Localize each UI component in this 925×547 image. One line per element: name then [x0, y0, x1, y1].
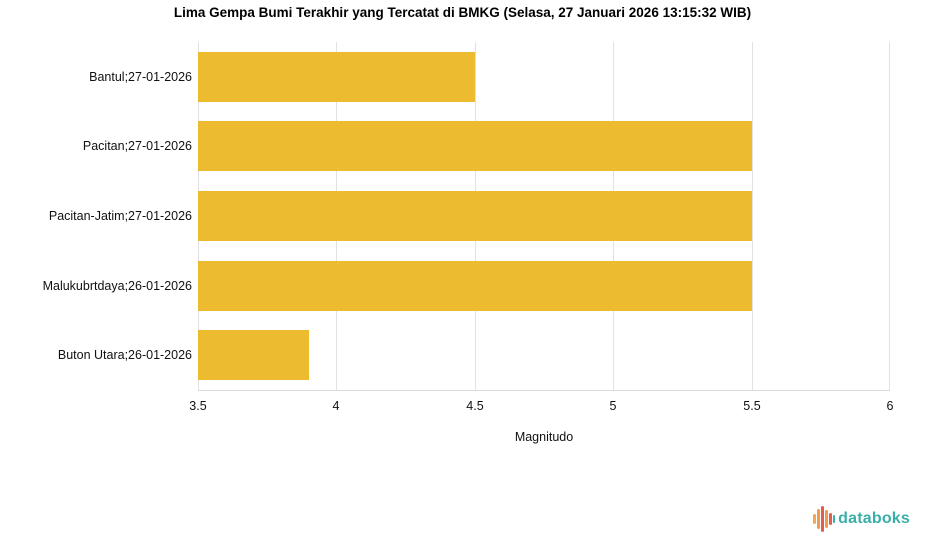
x-tick-label: 4 [332, 399, 340, 413]
chart-bar [198, 330, 309, 380]
category-label: Malukubrtdaya;26-01-2026 [42, 279, 192, 293]
chart-bar [198, 261, 752, 311]
logo-bar [821, 506, 825, 532]
x-tick-label: 5 [609, 399, 617, 413]
gridline-5.5 [752, 42, 753, 390]
x-tick-label: 4.5 [466, 399, 484, 413]
x-tick-label: 6 [886, 399, 894, 413]
databoks-pulse-icon [813, 505, 836, 533]
logo-bar [829, 513, 833, 525]
x-axis-title: Magnitudo [514, 430, 574, 444]
chart-title: Lima Gempa Bumi Terakhir yang Tercatat d… [173, 5, 752, 20]
plot-area [198, 42, 890, 391]
databoks-logo-text: databoks [838, 510, 910, 527]
gridline-6 [889, 42, 890, 390]
chart-bar [198, 191, 752, 241]
x-tick-label: 3.5 [189, 399, 207, 413]
logo-bar [813, 514, 817, 524]
chart-bar [198, 52, 475, 102]
category-label: Buton Utara;26-01-2026 [57, 348, 192, 362]
logo-bar [825, 510, 829, 528]
category-label: Bantul;27-01-2026 [89, 70, 192, 84]
category-label: Pacitan-Jatim;27-01-2026 [48, 209, 192, 223]
logo-bar [817, 509, 821, 529]
category-label: Pacitan;27-01-2026 [82, 139, 192, 153]
x-tick-label: 5.5 [743, 399, 761, 413]
databoks-logo[interactable]: databoks [813, 505, 910, 533]
chart-bar [198, 121, 752, 171]
logo-bar [833, 515, 836, 523]
